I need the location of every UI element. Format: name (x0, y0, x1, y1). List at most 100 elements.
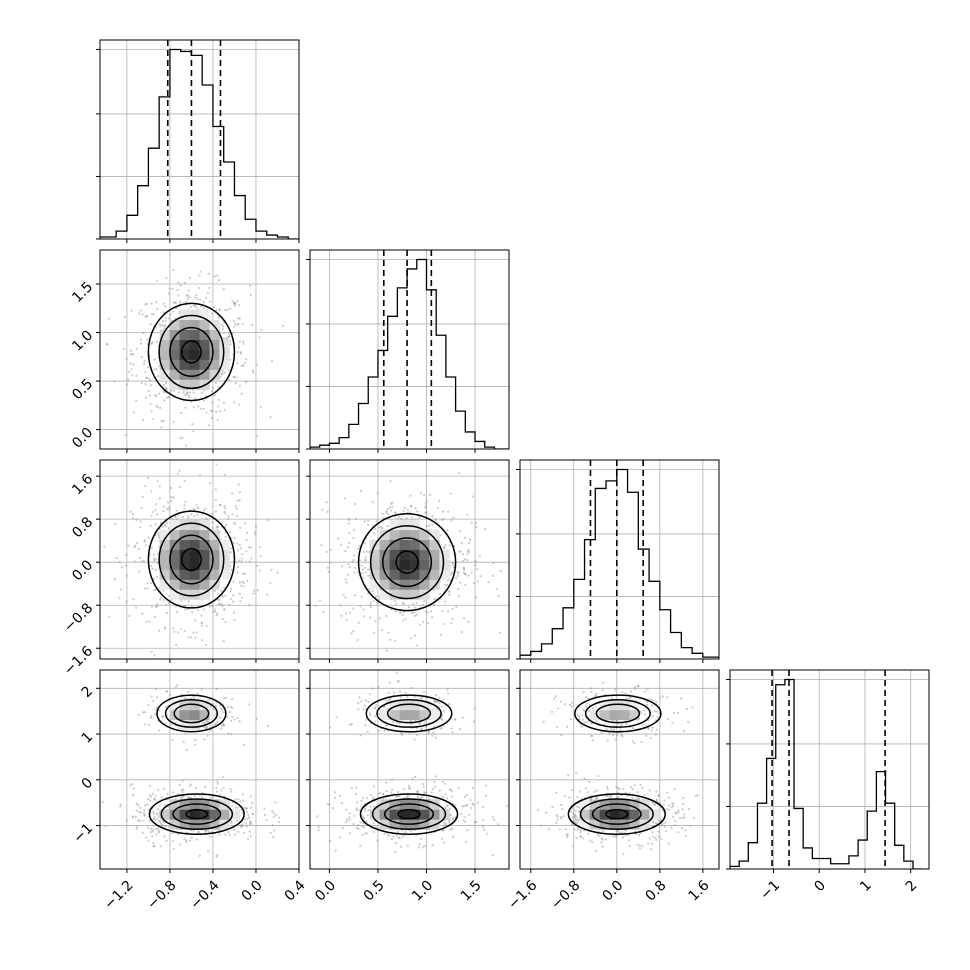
scatter-point (184, 300, 188, 304)
scatter-point (224, 512, 227, 515)
scatter-point (661, 695, 665, 698)
scatter-point (139, 342, 143, 345)
density-cell (379, 549, 390, 560)
scatter-point (160, 420, 163, 423)
scatter-point (199, 407, 202, 410)
scatter-point (153, 815, 156, 819)
scatter-point (462, 559, 465, 562)
density-cell (419, 559, 430, 570)
scatter-point (394, 639, 397, 642)
density-cell (369, 569, 381, 580)
density-cell (389, 559, 400, 570)
scatter-point (180, 693, 184, 696)
density-cell (629, 709, 640, 721)
density-layer (103, 463, 279, 657)
scatter-point (222, 401, 226, 404)
scatter-point (212, 611, 215, 614)
scatter-point (460, 542, 463, 545)
scatter-point (536, 808, 539, 812)
scatter-point (458, 727, 461, 731)
contour-line (173, 703, 210, 724)
scatter-point (656, 716, 659, 719)
contour-line (574, 694, 662, 733)
density-cell (409, 539, 420, 550)
scatter-point (219, 410, 222, 413)
scatter-point (637, 685, 640, 688)
scatter-point (356, 639, 359, 642)
panel-frame (99, 39, 300, 240)
scatter-point (242, 572, 245, 575)
density-cell (179, 819, 190, 830)
scatter-point (474, 563, 477, 567)
scatter-point (390, 509, 393, 512)
scatter-point (434, 517, 437, 521)
scatter-point (584, 787, 588, 790)
scatter-point (413, 695, 416, 698)
scatter-point (556, 818, 559, 821)
density-cell (179, 379, 190, 390)
scatter-point (655, 790, 658, 793)
density-cell (189, 719, 200, 731)
scatter-point (378, 617, 381, 620)
scatter-point (589, 687, 593, 690)
scatter-point (152, 812, 155, 815)
scatter-point (415, 644, 418, 647)
scatter-point (232, 594, 235, 597)
scatter-point (188, 839, 191, 842)
scatter-point (440, 837, 444, 840)
scatter-point (457, 571, 460, 574)
scatter-point (448, 590, 451, 594)
scatter-point (469, 806, 473, 810)
scatter-point (221, 604, 224, 608)
scatter-point (372, 822, 376, 825)
scatter-point (374, 527, 377, 530)
scatter-point (346, 546, 349, 549)
scatter-point (248, 560, 251, 563)
scatter-point (643, 793, 647, 796)
scatter-point (441, 610, 444, 613)
scatter-point (131, 815, 135, 818)
scatter-point (366, 814, 369, 817)
scatter-point (150, 313, 154, 316)
scatter-point (595, 796, 598, 800)
scatter-point (431, 788, 434, 791)
density-cell (379, 569, 390, 580)
scatter-point (235, 376, 238, 379)
scatter-point (205, 727, 208, 730)
scatter-point (651, 715, 654, 718)
scatter-point (451, 561, 454, 565)
scatter-point (233, 302, 236, 306)
scatter-point (674, 820, 677, 823)
scatter-point (143, 808, 146, 812)
density-cell (159, 539, 171, 550)
scatter-point (413, 606, 416, 609)
scatter-point (341, 565, 344, 568)
scatter-point (318, 599, 322, 602)
scatter-point (386, 507, 390, 511)
scatter-point (346, 573, 350, 576)
scatter-point (236, 716, 239, 719)
scatter-point (401, 601, 404, 604)
scatter-point (328, 839, 332, 843)
scatter-point (472, 720, 475, 723)
scatter-point (147, 536, 150, 539)
scatter-point (205, 643, 208, 647)
scatter-point (413, 634, 417, 637)
scatter-point (450, 790, 454, 793)
scatter-point (120, 566, 124, 569)
scatter-point (198, 830, 201, 833)
scatter-point (266, 593, 269, 596)
scatter-point (408, 794, 411, 797)
scatter-point (177, 391, 180, 394)
scatter-point (252, 589, 255, 592)
scatter-point (347, 563, 350, 566)
scatter-point (621, 735, 624, 738)
scatter-point (137, 713, 140, 716)
scatter-point (194, 786, 197, 789)
scatter-point (438, 592, 442, 596)
scatter-point (160, 824, 164, 828)
scatter-point (407, 606, 411, 609)
scatter-point (499, 570, 502, 573)
scatter-point (263, 813, 267, 817)
